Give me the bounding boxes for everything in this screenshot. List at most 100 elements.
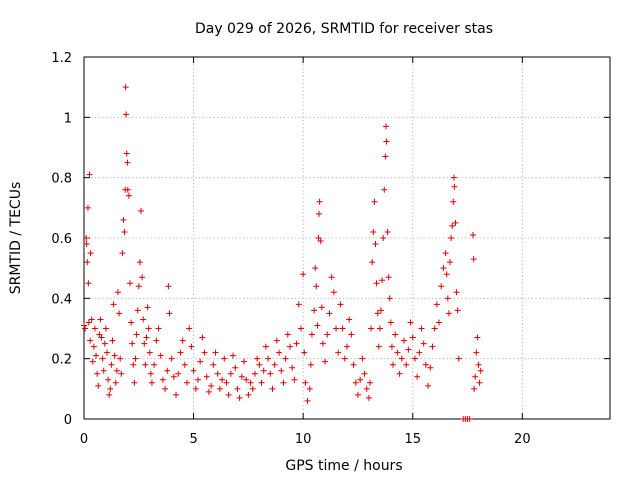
data-point <box>301 349 308 356</box>
data-point <box>83 241 90 248</box>
data-point <box>312 265 319 272</box>
data-point <box>471 385 478 392</box>
data-point <box>418 325 425 332</box>
data-point <box>452 219 459 226</box>
data-point <box>223 379 230 386</box>
data-point <box>232 364 239 371</box>
data-point <box>245 391 252 398</box>
data-point <box>324 331 331 338</box>
data-point <box>369 259 376 266</box>
data-point <box>387 319 394 326</box>
data-point <box>416 349 423 356</box>
data-point <box>367 379 374 386</box>
data-point <box>120 216 127 223</box>
data-point <box>84 259 91 266</box>
data-point <box>474 334 481 341</box>
y-tick-label: 1.2 <box>51 51 72 66</box>
data-point <box>422 361 429 368</box>
data-point <box>83 235 90 241</box>
data-point <box>429 343 436 350</box>
data-point <box>203 373 210 380</box>
data-point <box>440 265 447 272</box>
data-point <box>144 304 151 311</box>
data-point <box>371 198 378 205</box>
data-point <box>151 361 158 368</box>
data-point <box>326 310 333 317</box>
data-point <box>100 367 107 374</box>
data-point <box>352 379 359 386</box>
data-point <box>197 358 204 365</box>
data-point <box>181 361 188 368</box>
data-point <box>453 289 460 296</box>
data-point <box>319 340 326 347</box>
data-point <box>112 379 119 386</box>
data-point <box>124 159 131 166</box>
data-point <box>101 340 108 347</box>
data-point <box>269 385 276 392</box>
data-point <box>295 301 302 308</box>
data-point <box>146 349 153 356</box>
data-point <box>173 391 180 398</box>
data-point <box>159 376 166 383</box>
y-axis-label: SRMTID / TECUs <box>8 182 24 295</box>
grid-lines <box>84 57 610 419</box>
data-point <box>254 355 261 362</box>
data-point <box>333 325 340 332</box>
data-point <box>142 361 149 368</box>
data-point <box>139 274 146 281</box>
data-point <box>475 361 482 368</box>
data-point <box>280 379 287 386</box>
data-point <box>108 361 115 368</box>
data-point <box>97 316 104 323</box>
data-point <box>214 370 221 377</box>
data-point <box>354 391 361 398</box>
data-point <box>337 301 344 308</box>
x-axis-label: GPS time / hours <box>285 458 402 474</box>
data-point <box>350 361 357 368</box>
data-point <box>99 355 106 362</box>
data-point <box>165 283 172 290</box>
data-point <box>300 271 307 278</box>
x-tick-label: 15 <box>404 432 421 447</box>
data-point <box>443 271 450 278</box>
data-point <box>372 241 379 248</box>
data-point <box>129 340 136 347</box>
data-point <box>236 394 243 401</box>
data-point <box>96 331 103 338</box>
data-point <box>175 370 182 377</box>
data-point <box>403 361 410 368</box>
data-point <box>216 385 223 392</box>
data-point <box>313 283 320 290</box>
data-point <box>282 355 289 362</box>
data-point <box>201 349 208 356</box>
data-point <box>87 337 94 344</box>
data-point <box>111 352 118 359</box>
y-tick-label: 0.4 <box>51 292 72 307</box>
data-point <box>454 307 461 314</box>
data-point <box>125 192 132 199</box>
data-point <box>84 204 91 211</box>
data-point <box>330 289 337 296</box>
data-point <box>110 301 117 308</box>
y-tick-label: 0.6 <box>51 232 72 247</box>
data-point <box>384 228 391 235</box>
data-point <box>210 361 217 368</box>
data-point <box>123 111 130 118</box>
data-point <box>107 385 114 392</box>
data-point <box>249 385 256 392</box>
data-point <box>194 376 201 383</box>
data-point <box>81 322 87 329</box>
data-point <box>396 370 403 377</box>
data-point <box>363 385 370 392</box>
data-point <box>284 331 291 338</box>
data-point <box>89 358 96 365</box>
data-point <box>344 343 350 350</box>
data-point <box>470 256 477 263</box>
data-point <box>188 343 195 350</box>
data-point <box>190 367 197 374</box>
data-point <box>379 277 386 284</box>
data-point <box>251 370 258 377</box>
data-point <box>130 361 137 368</box>
data-point <box>394 349 401 356</box>
data-point <box>153 337 160 344</box>
